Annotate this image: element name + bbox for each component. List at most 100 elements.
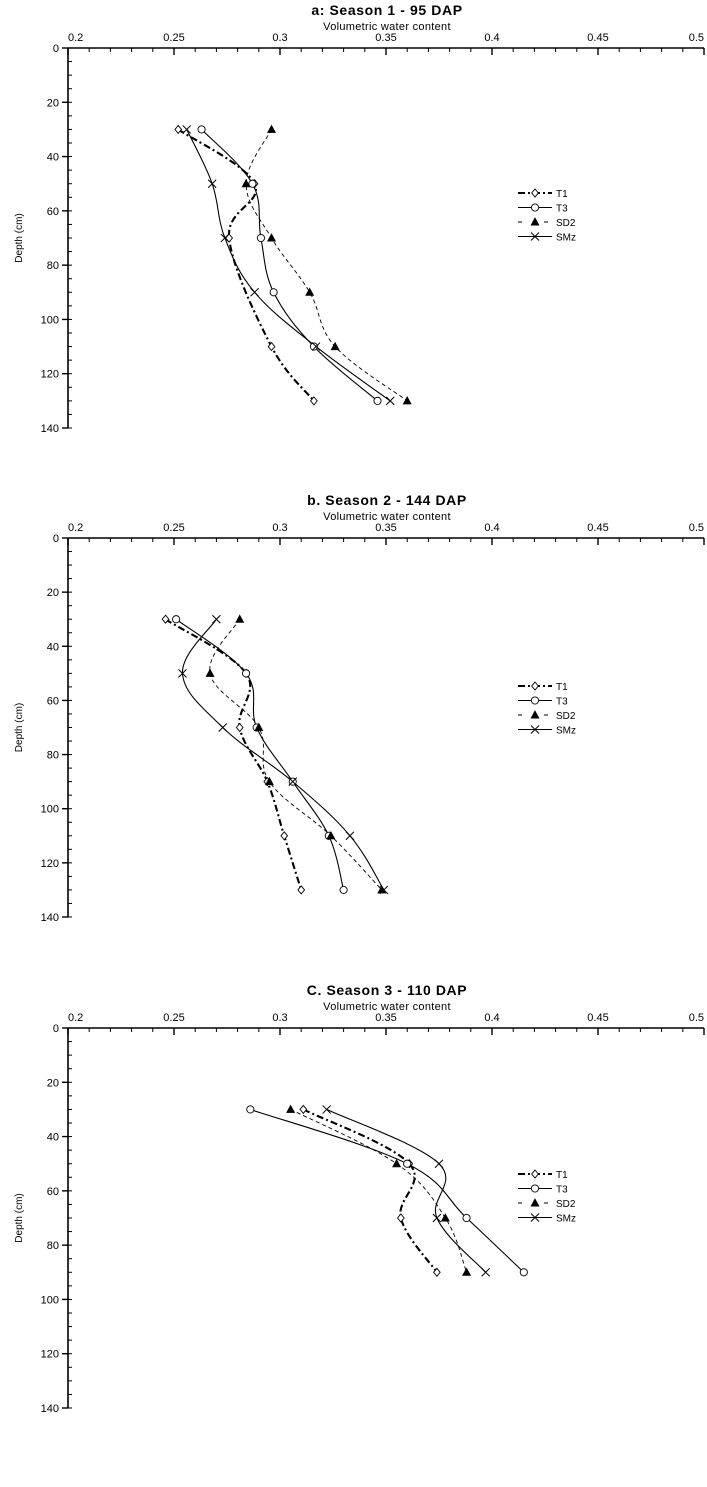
data-point-t1 — [267, 341, 276, 352]
data-point-smz — [345, 831, 355, 841]
chart-panel-1: a: Season 1 - 95 DAP Volumetric water con… — [14, 2, 705, 435]
data-point-smz — [250, 287, 259, 297]
x-tick-label: 0.25 — [163, 32, 184, 44]
y-tick-label: 120 — [41, 858, 59, 870]
x-tick-label: 0.5 — [689, 522, 704, 534]
x-tick-label: 0.4 — [484, 522, 499, 534]
legend-label-t3: T3 — [556, 204, 568, 215]
x-tick-label: 0.25 — [163, 1012, 184, 1024]
legend-label-smz: SMz — [556, 1214, 576, 1225]
data-point-sd2 — [235, 614, 245, 623]
data-point-smz — [481, 1267, 490, 1277]
y-tick-label: 120 — [41, 369, 59, 381]
legend-marker-sd2 — [530, 1198, 540, 1207]
y-tick-label: 60 — [47, 1186, 59, 1198]
series-line-smz — [326, 1108, 487, 1273]
x-tick-label: 0.45 — [587, 1012, 608, 1024]
x-tick-label: 0.45 — [587, 32, 608, 44]
data-point-sd2 — [330, 341, 340, 351]
data-point-t3 — [246, 1105, 255, 1114]
x-tick-label: 0.3 — [272, 32, 287, 44]
data-point-smz — [311, 342, 321, 351]
y-tick-label: 40 — [47, 1132, 59, 1144]
data-point-t3 — [403, 1159, 412, 1168]
y-axis-label: Depth (cm) — [14, 1193, 25, 1242]
data-point-t3 — [256, 233, 265, 243]
legend-marker-sd2 — [530, 710, 540, 719]
data-point-sd2 — [462, 1267, 472, 1276]
legend-marker-smz — [530, 725, 540, 734]
legend-label-t1: T1 — [556, 189, 568, 200]
data-point-t3 — [269, 288, 278, 297]
data-point-t1 — [297, 885, 306, 895]
series-line-sd2 — [245, 129, 408, 402]
y-tick-label: 80 — [47, 260, 59, 272]
y-tick-label: 60 — [47, 695, 59, 707]
data-point-t3 — [373, 396, 382, 405]
data-point-t3 — [519, 1268, 528, 1277]
data-point-smz — [288, 777, 298, 786]
y-tick-label: 100 — [41, 314, 59, 326]
series-line-t1 — [177, 128, 315, 402]
legend-marker-t1 — [531, 188, 539, 198]
y-tick-label: 0 — [53, 1023, 59, 1035]
data-point-t3 — [462, 1213, 471, 1223]
legend-label-sd2: SD2 — [556, 711, 576, 722]
y-tick-label: 20 — [47, 97, 59, 109]
legend-label-sd2: SD2 — [556, 1199, 576, 1210]
legend-marker-t3 — [530, 203, 540, 212]
data-point-t1 — [161, 614, 170, 624]
x-tick-label: 0.5 — [689, 1012, 704, 1024]
data-point-sd2 — [326, 830, 336, 840]
x-axis-label: Volumetric water content — [323, 1001, 451, 1013]
y-tick-label: 40 — [47, 152, 59, 164]
data-point-sd2 — [402, 396, 412, 405]
data-point-t1 — [396, 1213, 405, 1223]
series-line-t3 — [201, 129, 378, 402]
data-point-sd2 — [267, 124, 277, 133]
x-axis-label: Volumetric water content — [323, 21, 451, 33]
data-point-smz — [182, 125, 192, 134]
data-point-smz — [218, 723, 228, 732]
x-tick-label: 0.2 — [68, 522, 83, 534]
data-point-smz — [385, 396, 395, 406]
y-axis-label: Depth (cm) — [14, 703, 25, 752]
y-tick-label: 80 — [47, 750, 59, 762]
x-tick-label: 0.4 — [484, 32, 499, 44]
data-point-t1 — [235, 722, 244, 733]
y-tick-label: 0 — [53, 533, 59, 545]
data-point-t3 — [172, 615, 181, 624]
x-tick-label: 0.3 — [272, 522, 287, 534]
y-tick-label: 140 — [41, 912, 59, 924]
y-tick-label: 0 — [53, 43, 59, 55]
x-tick-label: 0.2 — [68, 32, 83, 44]
y-axis-label: Depth (cm) — [14, 213, 25, 262]
data-point-sd2 — [305, 287, 315, 296]
legend-label-t3: T3 — [556, 1185, 568, 1196]
legend-marker-t1 — [531, 681, 539, 691]
y-tick-label: 60 — [47, 206, 59, 218]
legend-label-smz: SMz — [556, 726, 576, 737]
x-axis-label: Volumetric water content — [323, 511, 451, 523]
legend-marker-smz — [530, 1213, 540, 1222]
data-point-t3 — [248, 179, 257, 188]
data-point-t1 — [310, 396, 318, 406]
chart-title: C. Season 3 - 110 DAP — [307, 982, 467, 998]
x-tick-label: 0.45 — [587, 522, 608, 534]
series-line-smz — [186, 129, 391, 402]
y-tick-label: 80 — [47, 1240, 59, 1252]
data-point-sd2 — [286, 1104, 296, 1113]
y-tick-label: 140 — [41, 423, 59, 435]
data-point-sd2 — [205, 668, 215, 677]
x-tick-label: 0.4 — [484, 1012, 499, 1024]
y-tick-label: 40 — [47, 641, 59, 653]
legend-marker-t1 — [531, 1169, 539, 1179]
data-point-t1 — [299, 1104, 308, 1115]
series-line-sd2 — [290, 1108, 468, 1273]
x-tick-label: 0.2 — [68, 1012, 83, 1024]
legend-label-t1: T1 — [556, 1170, 568, 1181]
data-point-t1 — [280, 831, 289, 841]
data-point-smz — [220, 233, 230, 243]
legend-marker-smz — [530, 232, 540, 241]
